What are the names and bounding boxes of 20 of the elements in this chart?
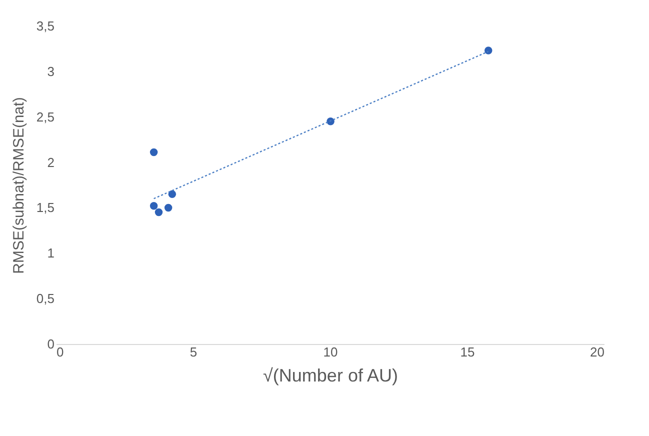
y-tick-label: 1 — [47, 246, 54, 261]
y-tick-label: 2 — [47, 154, 54, 170]
x-tick-label: 0 — [56, 344, 64, 360]
point — [154, 208, 163, 216]
x-axis-title: √(Number of AU) — [263, 366, 398, 386]
point — [168, 190, 176, 198]
point — [150, 202, 158, 210]
y-axis-title: RMSE(subnat)/RMSE(nat) — [10, 97, 28, 274]
x-tick-label: 5 — [190, 344, 198, 360]
point — [484, 46, 492, 54]
x-tick-label: 20 — [590, 344, 604, 360]
y-tick-label: 0,5 — [36, 291, 54, 306]
x-tick-label: 10 — [323, 344, 338, 360]
y-tick-label: 1,5 — [36, 200, 54, 216]
y-tick-label: 3,5 — [36, 18, 54, 34]
point — [164, 204, 172, 212]
point — [150, 148, 158, 156]
x-tick-label: 15 — [460, 344, 475, 360]
y-tick-label: 3 — [47, 64, 54, 79]
y-tick-label: 2,5 — [36, 109, 54, 124]
